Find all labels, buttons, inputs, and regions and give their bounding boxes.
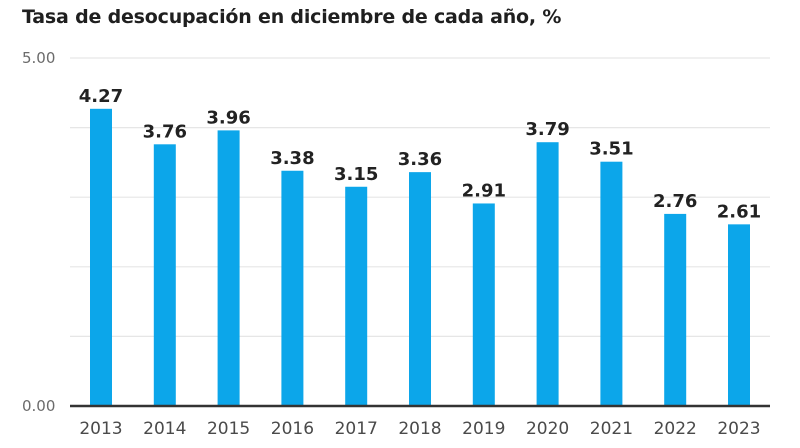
x-tick-label: 2015 [207,419,250,439]
data-label-2018: 3.36 [398,149,442,170]
data-label-2016: 3.38 [270,148,314,169]
x-tick-label: 2019 [462,419,505,439]
data-label-2020: 3.79 [525,119,569,140]
data-labels: 4.27 3.76 3.96 3.38 3.15 3.36 2.91 3.79 3.51 2.76… [79,86,761,223]
bar-2014 [153,144,176,406]
bar-2021 [600,161,623,406]
x-axis-ticks: 2013 2014 2015 2016 2017 2018 2019 2020 2021 2022… [79,419,760,439]
bar-2017 [345,186,368,406]
bar-2016 [281,170,304,406]
y-axis-ticks: 0.00 5.00 [22,49,55,415]
bar-2019 [472,203,495,406]
bar-2022 [664,213,687,406]
x-tick-label: 2016 [271,419,314,439]
bar-2015 [217,130,240,406]
x-tick-label: 2017 [335,419,378,439]
x-tick-label: 2020 [526,419,569,439]
bar-2020 [536,142,559,406]
chart-title: Tasa de desocupación en diciembre de cad… [22,6,562,28]
data-label-2023: 2.61 [717,201,761,222]
data-label-2015: 3.96 [206,107,250,128]
bar-2023 [728,224,750,406]
bar-2013 [90,108,112,407]
x-tick-label: 2018 [398,419,441,439]
x-tick-label: 2014 [143,419,186,439]
data-label-2013: 4.27 [79,86,123,107]
data-label-2019: 2.91 [462,180,506,201]
data-label-2014: 3.76 [143,121,187,142]
y-tick-label: 5.00 [22,49,55,67]
y-tick-label: 0.00 [22,397,55,415]
x-tick-label: 2013 [79,419,122,439]
data-label-2022: 2.76 [653,191,697,212]
x-tick-label: 2023 [717,419,760,439]
bars [90,108,750,407]
x-tick-label: 2021 [590,419,633,439]
data-label-2017: 3.15 [334,164,378,185]
x-tick-label: 2022 [654,419,697,439]
data-label-2021: 3.51 [589,139,633,160]
bar-2018 [409,172,431,406]
